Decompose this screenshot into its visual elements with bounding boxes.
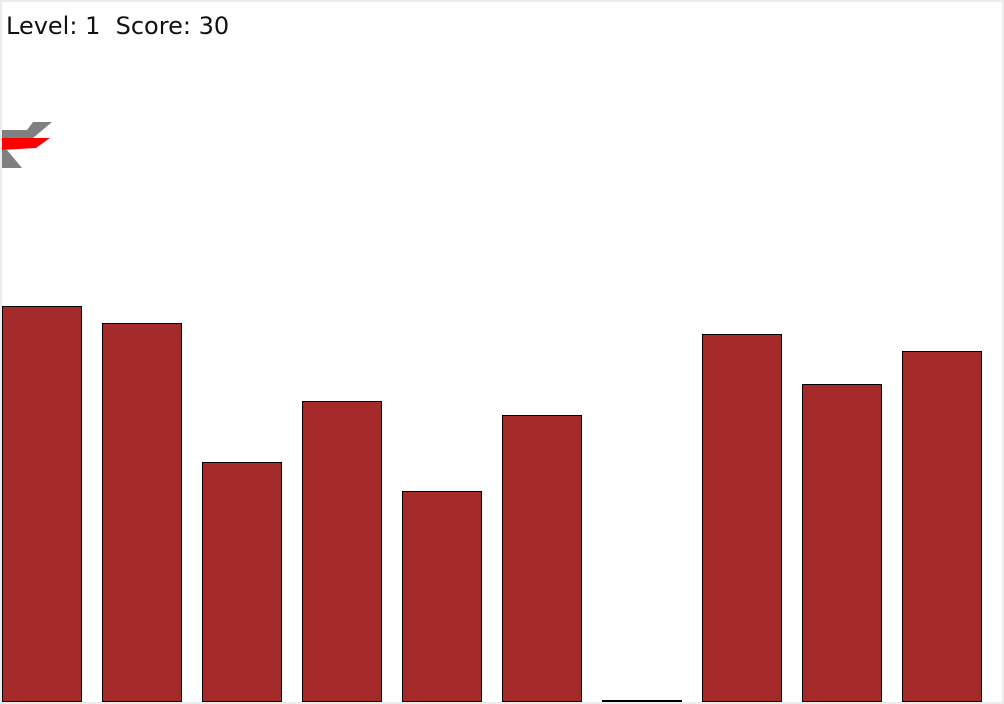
building — [202, 462, 282, 702]
level-label: Level: — [6, 12, 78, 40]
building — [302, 401, 382, 702]
building — [402, 491, 482, 702]
building — [702, 334, 782, 702]
plane-body — [2, 138, 50, 150]
score-value: 30 — [198, 12, 230, 40]
plane-upper-wing — [2, 122, 52, 138]
score-label: Score: — [115, 12, 191, 40]
building — [802, 384, 882, 702]
building — [2, 306, 82, 702]
level-value: 1 — [85, 12, 101, 40]
building — [102, 323, 182, 702]
plane-lower-wing — [2, 150, 22, 168]
plane-icon — [2, 122, 52, 168]
building — [902, 351, 982, 702]
building — [602, 700, 682, 702]
hud-status: Level: 1 Score: 30 — [6, 11, 229, 41]
building — [502, 415, 582, 702]
